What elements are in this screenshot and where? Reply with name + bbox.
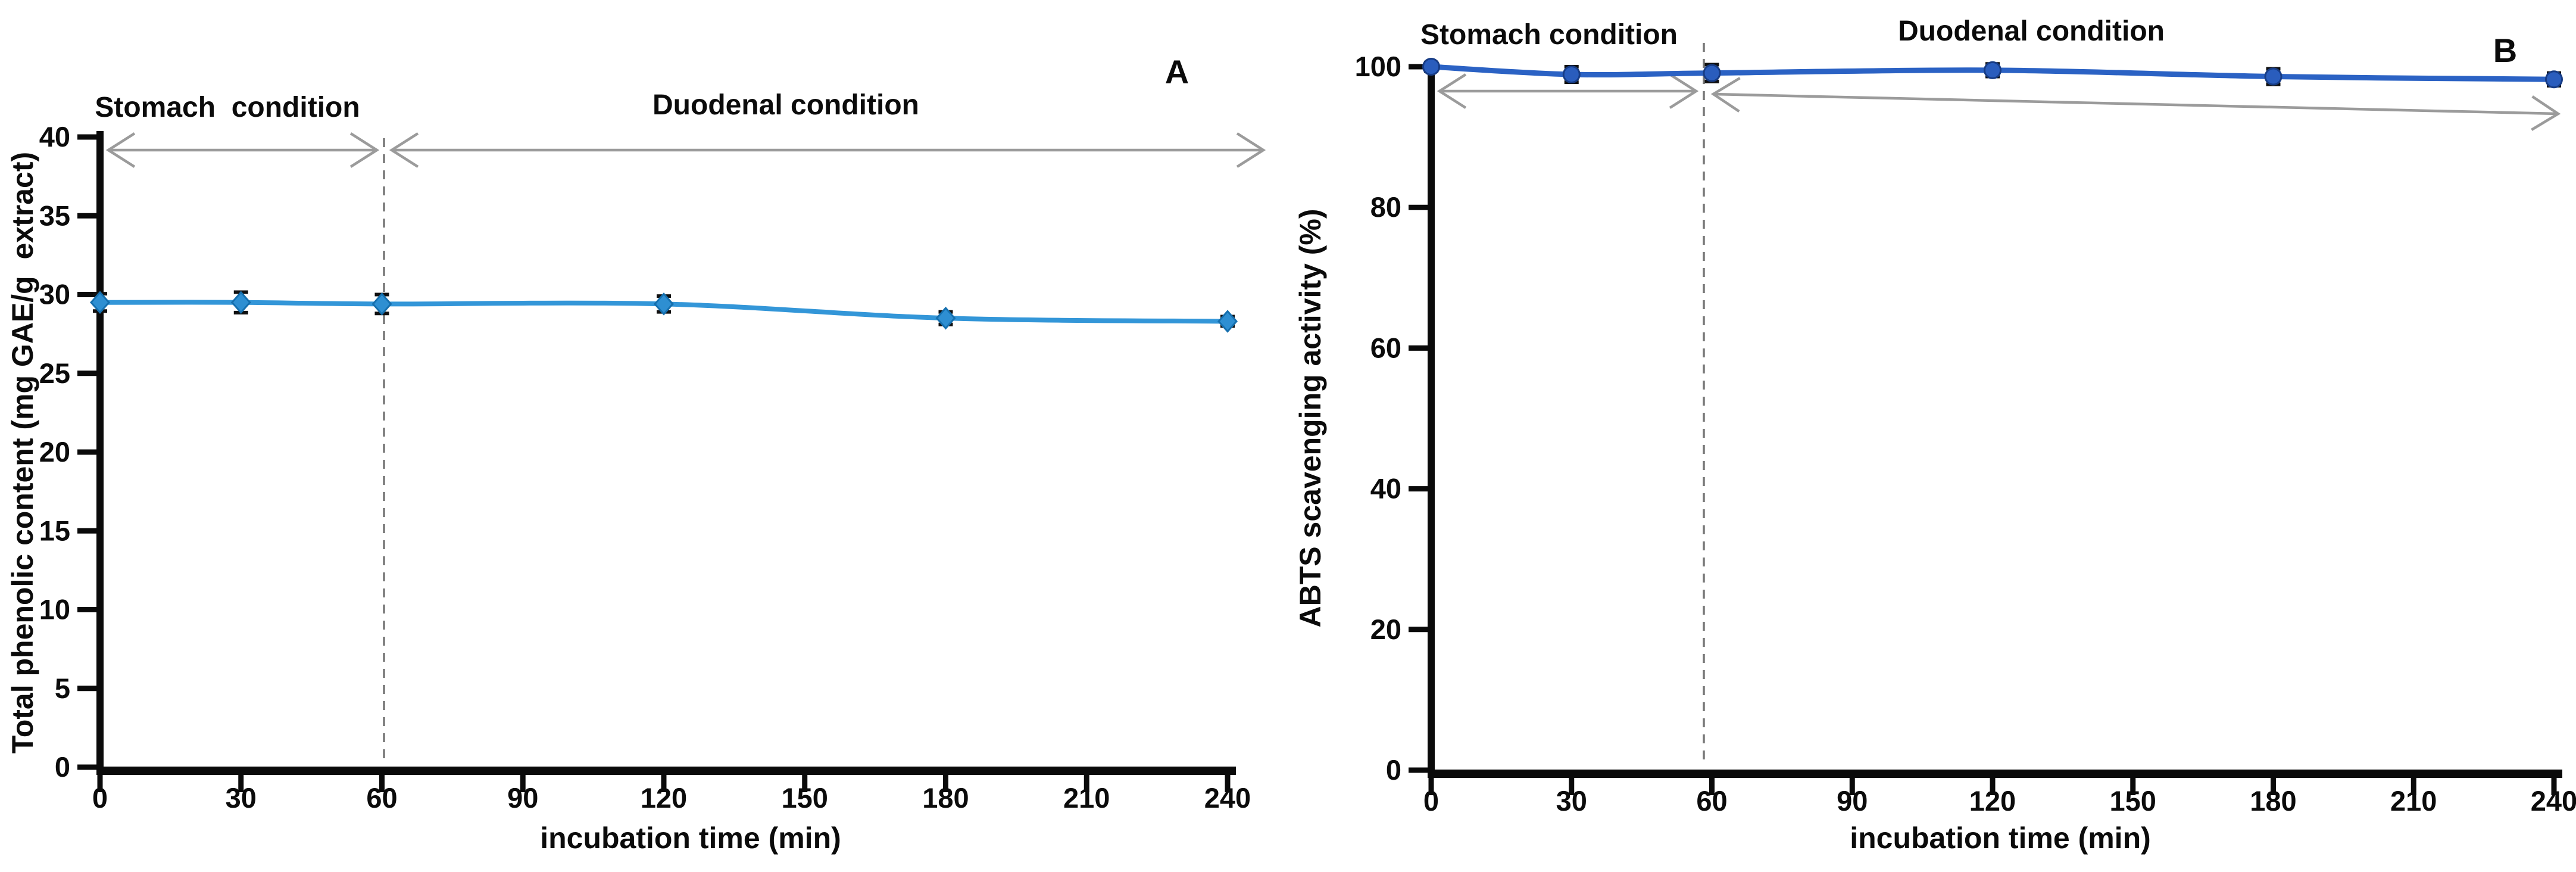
x-tick-label: 30: [1556, 785, 1587, 817]
y-axis-label: Total phenolic content (mg GAE/g extract…: [6, 152, 39, 753]
y-tick-label: 40: [1370, 473, 1401, 504]
data-point-marker: [2264, 67, 2283, 86]
y-tick-label: 15: [39, 515, 70, 546]
region-label: Stomach condition: [1420, 19, 1678, 51]
panel-A-total-phenolic-chart: Stomach condition Duodenal condition 0 5 10 1…: [6, 53, 1266, 855]
x-tick-label: 180: [922, 782, 969, 814]
y-tick-label: 20: [1370, 613, 1401, 645]
x-tick-label: 60: [1696, 785, 1727, 817]
y-tick-label: 40: [39, 121, 70, 152]
data-point-marker: [89, 291, 111, 314]
region-label: Stomach condition: [95, 92, 360, 123]
duodenal-region-arrow: [1713, 92, 2559, 116]
data-point-marker: [935, 306, 956, 330]
y-tick-label: 20: [39, 436, 70, 468]
x-tick-label: 0: [1423, 785, 1439, 817]
y-tick-label: 25: [39, 357, 70, 389]
x-tick-label: 90: [1837, 785, 1868, 817]
y-tick-label: 5: [55, 672, 70, 704]
data-point-marker: [1562, 65, 1581, 83]
x-tick-label: 150: [782, 782, 828, 814]
x-tick-label: 30: [226, 782, 257, 814]
panel-letter: B: [2493, 32, 2517, 69]
x-tick-label: 150: [2110, 785, 2156, 817]
y-tick-label: 0: [1386, 754, 1401, 786]
stomach-region-arrow-head: [105, 132, 136, 168]
region-label: Duodenal condition: [652, 89, 919, 121]
x-tick-label: 120: [1969, 785, 2016, 817]
x-tick-label: 90: [507, 782, 538, 814]
x-tick-label: 240: [1204, 782, 1251, 814]
x-axis-label: incubation time (min): [540, 821, 841, 855]
data-point-marker: [1217, 310, 1238, 333]
x-tick-label: 210: [2390, 785, 2437, 817]
stomach-region-arrow-head: [1669, 73, 1699, 109]
duodenal-region-arrow-head: [2531, 95, 2561, 131]
x-tick-label: 60: [366, 782, 397, 814]
duodenal-region-arrow-head: [1236, 132, 1266, 168]
duodenal-region-arrow-head: [1710, 77, 1741, 113]
x-tick-label: 180: [2250, 785, 2296, 817]
data-point-marker: [2545, 70, 2563, 89]
x-tick-label: 120: [641, 782, 687, 814]
region-label: Duodenal condition: [1898, 15, 2165, 47]
x-tick-label: 210: [1063, 782, 1110, 814]
x-tick-label: 240: [2531, 785, 2576, 817]
panel-B-abts-chart: Stomach condition Duodenal condition 0 20 40…: [1294, 15, 2576, 855]
stomach-region-arrow-head: [349, 132, 380, 168]
panel-letter: A: [1165, 53, 1189, 91]
data-point-marker: [1984, 61, 2002, 79]
y-axis-label: ABTS scavenging activity (%): [1294, 209, 1327, 628]
y-tick-label: 0: [55, 751, 70, 783]
data-point-marker: [230, 291, 251, 314]
data-point-marker: [653, 292, 675, 316]
y-tick-label: 60: [1370, 332, 1401, 363]
stomach-region-arrow-head: [1437, 73, 1467, 109]
y-tick-label: 100: [1355, 51, 1401, 82]
y-tick-label: 30: [39, 279, 70, 310]
data-point-marker: [1422, 58, 1440, 76]
data-point-marker: [371, 292, 392, 316]
duodenal-region-arrow-head: [389, 132, 419, 168]
x-tick-label: 0: [92, 782, 108, 814]
y-tick-label: 10: [39, 594, 70, 625]
x-axis-label: incubation time (min): [1850, 821, 2151, 855]
y-tick-label: 35: [39, 200, 70, 231]
data-point-marker: [1703, 64, 1721, 82]
y-tick-label: 80: [1370, 191, 1401, 223]
